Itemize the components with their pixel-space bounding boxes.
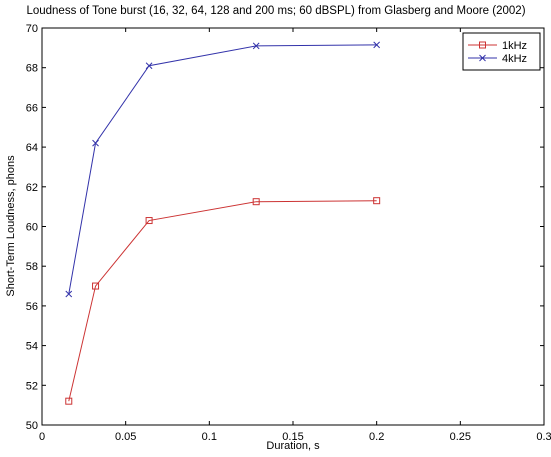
- data-point-1-4: [373, 41, 381, 49]
- data-point-1-3: [252, 42, 260, 50]
- axis-ticks: 0 0.05 0.1 0.15 0.2 0.25 0.3 50 52 54 56 58 60 62 64 66…: [26, 23, 551, 443]
- x-tick-label: 0.1: [202, 431, 217, 443]
- data-point-1-1: [92, 139, 99, 147]
- chart-title: Loudness of Tone burst (16, 32, 64, 128 …: [26, 5, 525, 17]
- y-tick-label: 60: [26, 222, 38, 234]
- legend-label-0: 1kHz: [502, 40, 527, 52]
- y-axis-label: Short-Term Loudness, phons: [5, 155, 17, 297]
- x-tick-label: 0.15: [282, 431, 303, 443]
- y-tick-label: 70: [26, 23, 38, 35]
- y-tick-label: 64: [26, 142, 38, 154]
- series-line-0: [68, 200, 377, 402]
- x-tick-label: 0.2: [369, 431, 384, 443]
- y-tick-label: 62: [26, 182, 38, 194]
- legend-marker-1: [479, 54, 486, 62]
- data-point-0-1: [92, 282, 100, 290]
- x-tick-label: 0.05: [115, 431, 136, 443]
- data-point-1-0: [65, 290, 73, 298]
- series-markers: [65, 41, 381, 405]
- data-point-0-2: [145, 217, 153, 225]
- y-tick-label: 52: [26, 380, 38, 392]
- legend-marker-0: [479, 41, 486, 49]
- x-tick-label: 0: [39, 431, 45, 443]
- plot-area: [41, 27, 545, 426]
- y-tick-label: 68: [26, 63, 38, 75]
- y-tick-label: 50: [26, 420, 38, 432]
- data-point-0-4: [373, 197, 381, 205]
- x-axis-label: Duration, s: [266, 440, 320, 452]
- x-tick-label: 0.25: [450, 431, 471, 443]
- y-tick-label: 56: [26, 301, 38, 313]
- y-tick-label: 66: [26, 102, 38, 114]
- legend-label-1: 4kHz: [502, 53, 527, 65]
- legend-box: [462, 32, 541, 71]
- x-tick-label: 0.3: [536, 431, 551, 443]
- data-point-1-2: [145, 62, 153, 70]
- data-point-0-0: [65, 397, 73, 405]
- y-tick-label: 54: [26, 341, 38, 353]
- data-point-0-3: [252, 198, 260, 206]
- y-tick-label: 58: [26, 261, 38, 273]
